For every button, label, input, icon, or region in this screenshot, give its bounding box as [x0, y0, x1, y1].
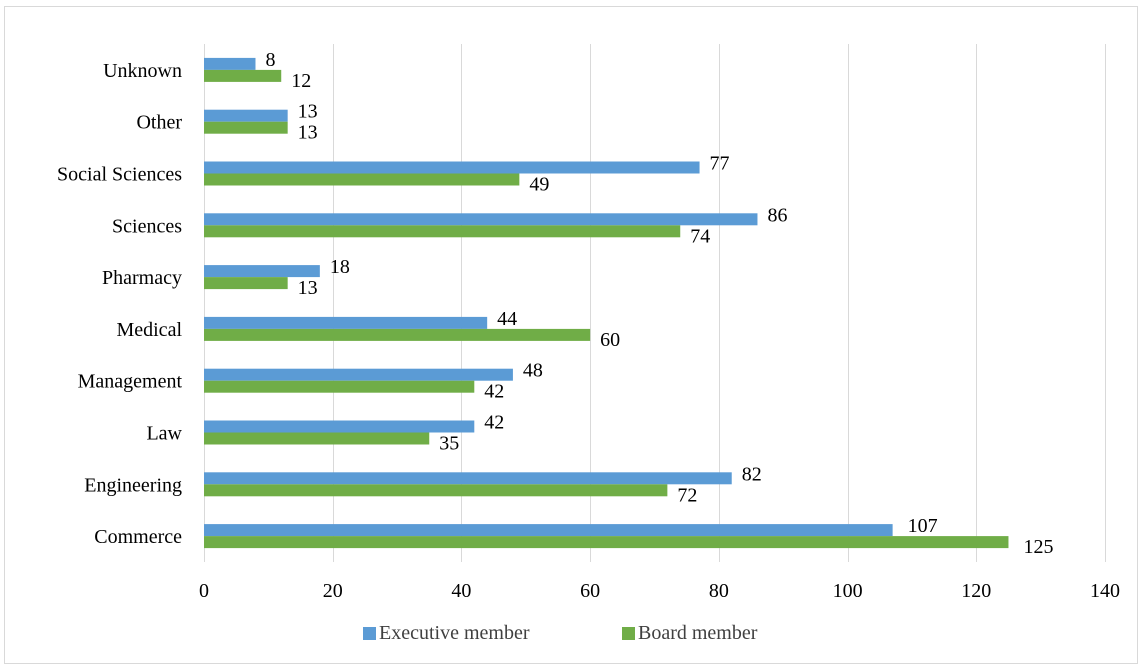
data-label: 8 — [265, 49, 275, 71]
category-label: Other — [136, 112, 182, 134]
bar — [204, 174, 519, 186]
bar — [204, 524, 893, 536]
legend-label: Executive member — [379, 622, 530, 644]
legend: Executive member Board member — [363, 622, 758, 644]
bar — [204, 472, 732, 484]
bar — [204, 421, 474, 433]
data-label: 60 — [600, 329, 620, 351]
data-label: 49 — [529, 174, 549, 196]
data-label: 44 — [497, 308, 517, 330]
data-label: 42 — [484, 412, 504, 434]
category-label: Engineering — [84, 474, 182, 496]
bar — [204, 317, 487, 329]
bar — [204, 329, 590, 341]
data-label: 72 — [677, 484, 697, 506]
bars — [204, 58, 1008, 548]
data-label: 13 — [298, 101, 318, 123]
data-label: 13 — [298, 277, 318, 299]
bar — [204, 162, 700, 174]
bar — [204, 536, 1008, 548]
category-label: Medical — [116, 319, 182, 341]
data-label: 125 — [1023, 536, 1053, 558]
bar — [204, 381, 474, 393]
bar — [204, 484, 667, 496]
bar — [204, 110, 288, 122]
x-tick-label: 40 — [451, 580, 471, 602]
x-tick-label: 120 — [961, 580, 991, 602]
bar — [204, 277, 288, 289]
data-label: 74 — [690, 225, 710, 247]
data-label: 13 — [298, 122, 318, 144]
data-label: 12 — [291, 70, 311, 92]
data-label: 107 — [908, 515, 938, 537]
x-tick-label: 60 — [580, 580, 600, 602]
legend-swatch — [363, 627, 376, 640]
bar — [204, 58, 255, 70]
data-label: 48 — [523, 360, 543, 382]
x-tick-label: 140 — [1090, 580, 1120, 602]
data-label: 42 — [484, 381, 504, 403]
bar — [204, 213, 757, 225]
bar — [204, 433, 429, 445]
data-label: 86 — [767, 204, 787, 226]
data-label: 18 — [330, 256, 350, 278]
legend-swatch — [622, 627, 635, 640]
bar — [204, 369, 513, 381]
x-axis-tick-labels: 0 20 40 60 80 100 120 140 — [199, 580, 1120, 602]
category-label: Management — [78, 371, 183, 393]
x-tick-label: 20 — [323, 580, 343, 602]
category-label: Pharmacy — [102, 267, 182, 289]
bar — [204, 122, 288, 134]
category-label: Commerce — [94, 526, 182, 548]
bar — [204, 70, 281, 82]
category-label: Law — [146, 423, 182, 445]
category-label: Sciences — [112, 215, 182, 237]
data-label: 77 — [710, 153, 730, 175]
category-label: Social Sciences — [57, 164, 182, 186]
x-tick-label: 80 — [709, 580, 729, 602]
data-label: 35 — [439, 433, 459, 455]
x-tick-label: 0 — [199, 580, 209, 602]
x-tick-label: 100 — [833, 580, 863, 602]
category-labels: Commerce Engineering Law Management Medical P… — [57, 60, 183, 548]
legend-label: Board member — [638, 622, 758, 644]
category-label: Unknown — [103, 60, 182, 82]
data-label: 82 — [742, 463, 762, 485]
bar — [204, 265, 320, 277]
bar — [204, 225, 680, 237]
